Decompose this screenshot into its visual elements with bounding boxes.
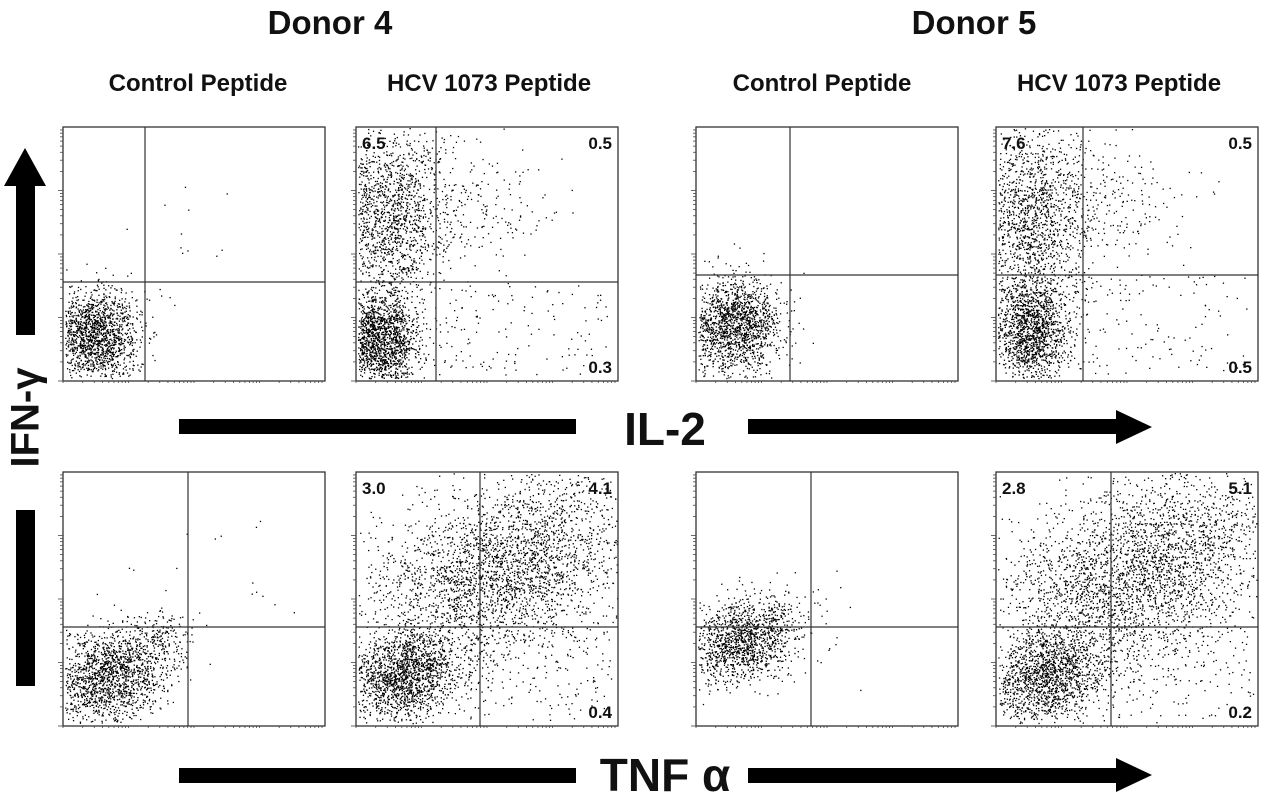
il2-arrow-head bbox=[1116, 410, 1152, 444]
plot-frame bbox=[63, 127, 325, 381]
dot-cloud bbox=[65, 521, 295, 724]
quadrant-upper-right-value: 0.5 bbox=[1228, 134, 1252, 153]
plot-tnf-donor4-hcv: 3.0 4.1 0.4 bbox=[348, 470, 626, 728]
plot-il2-donor5-hcv: 7.6 0.5 0.5 bbox=[988, 125, 1266, 383]
column-title-control-donor4: Control Peptide bbox=[48, 70, 348, 98]
plot-frame bbox=[63, 472, 325, 726]
dot-cloud bbox=[998, 473, 1258, 724]
plot-frame bbox=[696, 472, 958, 726]
dot-cloud bbox=[358, 128, 608, 379]
il2-axis-label: IL-2 bbox=[600, 402, 730, 456]
il2-arrow-left-bar bbox=[179, 419, 576, 434]
tnf-axis-label: TNF α bbox=[590, 748, 740, 802]
plot-tnf-donor5-control bbox=[688, 470, 966, 728]
quadrant-lower-right-value: 0.2 bbox=[1228, 703, 1252, 722]
quadrant-upper-right-value: 5.1 bbox=[1228, 479, 1252, 498]
y-arrow-shaft-upper bbox=[16, 180, 35, 335]
donor-4-title: Donor 4 bbox=[180, 4, 480, 42]
quadrant-lower-right-value: 0.4 bbox=[588, 703, 612, 722]
dot-cloud bbox=[698, 243, 814, 379]
donor-5-title: Donor 5 bbox=[824, 4, 1124, 42]
plot-tnf-donor4-control bbox=[55, 470, 333, 728]
plot-il2-donor4-control bbox=[55, 125, 333, 383]
quadrant-upper-right-value: 0.5 bbox=[588, 134, 612, 153]
dot-cloud bbox=[65, 187, 228, 380]
tnf-arrow-left-bar bbox=[179, 768, 576, 783]
tnf-arrow-head bbox=[1116, 758, 1152, 792]
plot-il2-donor5-control bbox=[688, 125, 966, 383]
column-title-hcv-donor4: HCV 1073 Peptide bbox=[339, 70, 639, 98]
quadrant-upper-right-value: 4.1 bbox=[588, 479, 612, 498]
axis-ticks bbox=[691, 475, 955, 728]
y-axis-label: IFN-γ bbox=[4, 358, 49, 478]
quadrant-upper-left-value: 2.8 bbox=[1002, 479, 1026, 498]
column-title-control-donor5: Control Peptide bbox=[672, 70, 972, 98]
axis-ticks bbox=[351, 130, 615, 383]
dot-cloud bbox=[998, 128, 1248, 379]
axis-ticks bbox=[691, 130, 955, 383]
dot-cloud bbox=[698, 571, 861, 706]
quadrant-upper-left-value: 7.6 bbox=[1002, 134, 1026, 153]
quadrant-upper-left-value: 6.5 bbox=[362, 134, 386, 153]
dot-cloud bbox=[358, 473, 618, 724]
il2-arrow-right-bar bbox=[748, 419, 1118, 434]
plot-il2-donor4-hcv: 6.5 0.5 0.3 bbox=[348, 125, 626, 383]
plot-tnf-donor5-hcv: 2.8 5.1 0.2 bbox=[988, 470, 1266, 728]
quadrant-upper-left-value: 3.0 bbox=[362, 479, 386, 498]
axis-ticks bbox=[58, 130, 322, 383]
column-title-hcv-donor5: HCV 1073 Peptide bbox=[969, 70, 1266, 98]
quadrant-lower-right-value: 0.3 bbox=[588, 358, 612, 377]
tnf-arrow-right-bar bbox=[748, 768, 1118, 783]
axis-ticks bbox=[58, 475, 322, 728]
plot-frame bbox=[356, 472, 618, 726]
y-arrow-shaft-lower bbox=[16, 510, 35, 686]
quadrant-lower-right-value: 0.5 bbox=[1228, 358, 1252, 377]
